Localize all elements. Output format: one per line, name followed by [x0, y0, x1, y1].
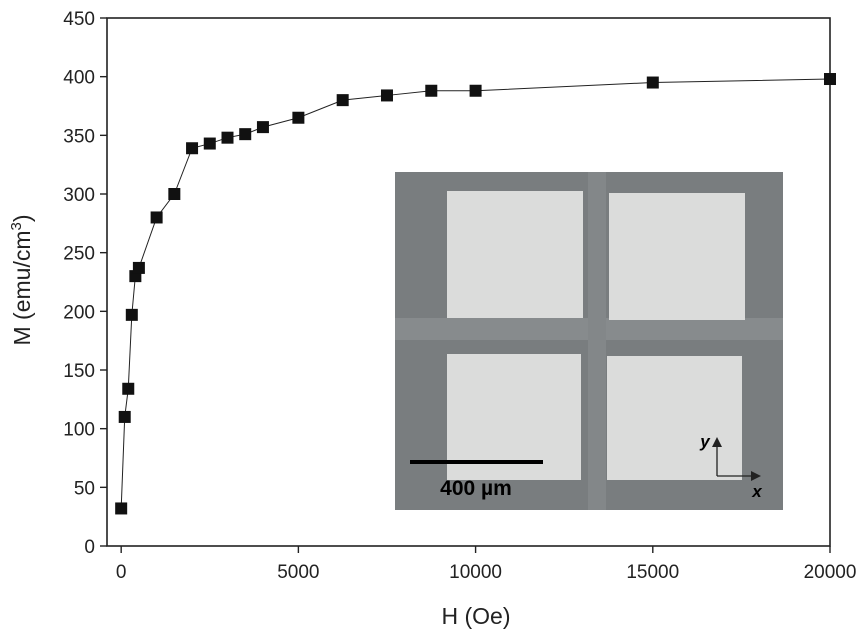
y-tick-label-250: 250: [63, 244, 95, 265]
y-tick-label-300: 300: [63, 185, 95, 206]
x-tick-label-5000: 5000: [277, 562, 319, 583]
y-axis-title-close: ): [9, 214, 35, 222]
x-tick-label-15000: 15000: [626, 562, 679, 583]
inset-pad-2: [609, 193, 745, 320]
inset-pad-1: [447, 191, 583, 318]
data-point-19: [824, 73, 836, 86]
data-markers: [115, 73, 836, 515]
data-point-15: [380, 89, 393, 102]
y-tick-label-350: 350: [63, 126, 95, 147]
y-tick-label-100: 100: [63, 420, 95, 441]
data-point-11: [239, 128, 252, 141]
data-point-7: [168, 188, 181, 200]
y-axis-title: M (emu/cm3): [8, 214, 35, 345]
y-tick-label-50: 50: [74, 478, 95, 499]
data-point-16: [425, 84, 438, 97]
data-point-18: [646, 76, 659, 89]
y-tick-label-400: 400: [63, 68, 95, 89]
data-point-13: [292, 111, 305, 124]
plot-area-border: [106, 17, 831, 547]
data-point-10: [221, 131, 234, 144]
series-line: [120, 78, 831, 509]
y-tick-label-450: 450: [63, 9, 95, 30]
y-axis-title-main: M (emu/cm: [9, 231, 35, 346]
y-axis: 0 50 100 150 200 250 300 350 400 450: [63, 9, 107, 558]
y-tick-label-150: 150: [63, 361, 95, 382]
x-tick-label-20000: 20000: [804, 562, 857, 583]
inset-pad-3: [447, 354, 581, 480]
x-axis: 0 5000 10000 15000 20000: [116, 546, 857, 583]
inset-x-arrowhead: [751, 471, 761, 481]
data-point-14: [336, 94, 349, 107]
y-axis-title-superscript: 3: [8, 222, 25, 230]
plot-frame: [106, 17, 831, 547]
y-tick-label-200: 200: [63, 302, 95, 323]
sem-inset-image: 400 µm x y: [395, 172, 783, 510]
inset-y-arrowhead: [712, 437, 722, 447]
data-point-6: [150, 211, 163, 224]
data-point-1: [118, 410, 131, 423]
y-tick-label-0: 0: [84, 537, 95, 558]
data-point-9: [203, 137, 216, 150]
inset-x-label: x: [751, 482, 763, 501]
data-point-3: [125, 308, 138, 321]
x-tick-label-0: 0: [116, 562, 127, 583]
x-tick-label-10000: 10000: [449, 562, 502, 583]
x-axis-title: H (Oe): [442, 603, 511, 629]
data-point-12: [256, 121, 269, 134]
inset-pad-4: [607, 356, 742, 480]
data-point-0: [115, 502, 128, 515]
series-line-layer: [120, 78, 831, 509]
data-point-2: [122, 382, 135, 395]
inset-vertical-gap: [588, 172, 606, 510]
inset-y-label: y: [699, 432, 711, 451]
data-point-5: [132, 261, 145, 274]
data-point-8: [186, 142, 199, 155]
data-point-17: [469, 84, 482, 97]
scale-bar-label: 400 µm: [440, 477, 512, 500]
